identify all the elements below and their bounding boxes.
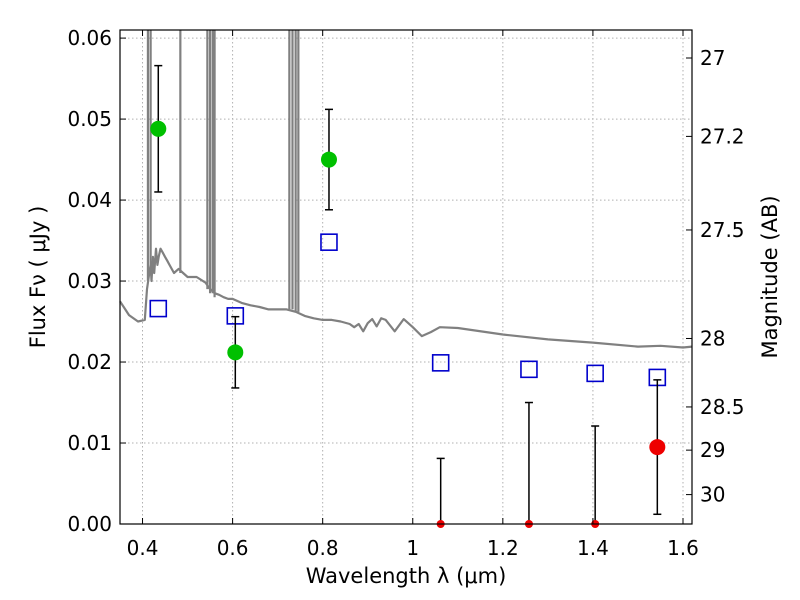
grid-lines [120, 30, 692, 525]
model-photometry-markers [149, 233, 667, 387]
right-tick-label: 27.5 [700, 218, 745, 242]
model-photometry-square [149, 299, 168, 318]
model-spectrum [119, 30, 693, 349]
error-bars [154, 64, 662, 524]
x-tick-label: 1.6 [667, 536, 699, 560]
y-tick-label: 0.00 [67, 512, 112, 536]
model-photometry-square [431, 354, 450, 372]
right-tick-label: 28.5 [700, 395, 745, 419]
right-tick-label: 30 [700, 483, 725, 507]
right-tick-label: 27 [700, 46, 725, 70]
plot-frame [119, 29, 693, 525]
x-tick-label: 0.4 [127, 536, 159, 560]
y-tick-label: 0.05 [67, 107, 112, 131]
y-tick-label: 0.06 [67, 26, 112, 50]
right-axis-ticks: 27 27.2 27.5 28 28.5 29 30 [686, 46, 745, 507]
detection-point [227, 344, 244, 361]
y-axis-ticks: 0.00 0.01 0.02 0.03 0.04 0.05 0.06 [67, 26, 126, 536]
y-axis-label: Flux Fν ( μJy ) [26, 206, 50, 349]
y-tick-label: 0.01 [67, 431, 112, 455]
model-photometry-square [586, 364, 604, 383]
model-spectrum-line [119, 247, 693, 349]
x-tick-label: 0.8 [307, 536, 339, 560]
x-tick-label: 1 [406, 536, 419, 560]
model-photometry-square [520, 360, 538, 379]
x-tick-label: 1.2 [487, 536, 519, 560]
model-photometry-square [320, 233, 338, 251]
detection-point [320, 151, 337, 168]
x-tick-label: 1.4 [577, 536, 609, 560]
y-tick-label: 0.04 [67, 188, 112, 212]
nondetection-point [649, 439, 666, 456]
y-tick-label: 0.02 [67, 350, 112, 374]
right-tick-label: 29 [700, 438, 725, 462]
detection-point [150, 120, 167, 137]
right-axis-label: Magnitude (AB) [758, 195, 782, 358]
x-axis-label: Wavelength λ (μm) [306, 564, 507, 588]
y-tick-label: 0.03 [67, 269, 112, 293]
x-axis-ticks: 0.4 0.6 0.8 1 1.2 1.4 1.6 [127, 30, 699, 560]
x-tick-label: 0.6 [217, 536, 249, 560]
right-tick-label: 28 [700, 326, 725, 350]
right-tick-label: 27.2 [700, 124, 745, 148]
